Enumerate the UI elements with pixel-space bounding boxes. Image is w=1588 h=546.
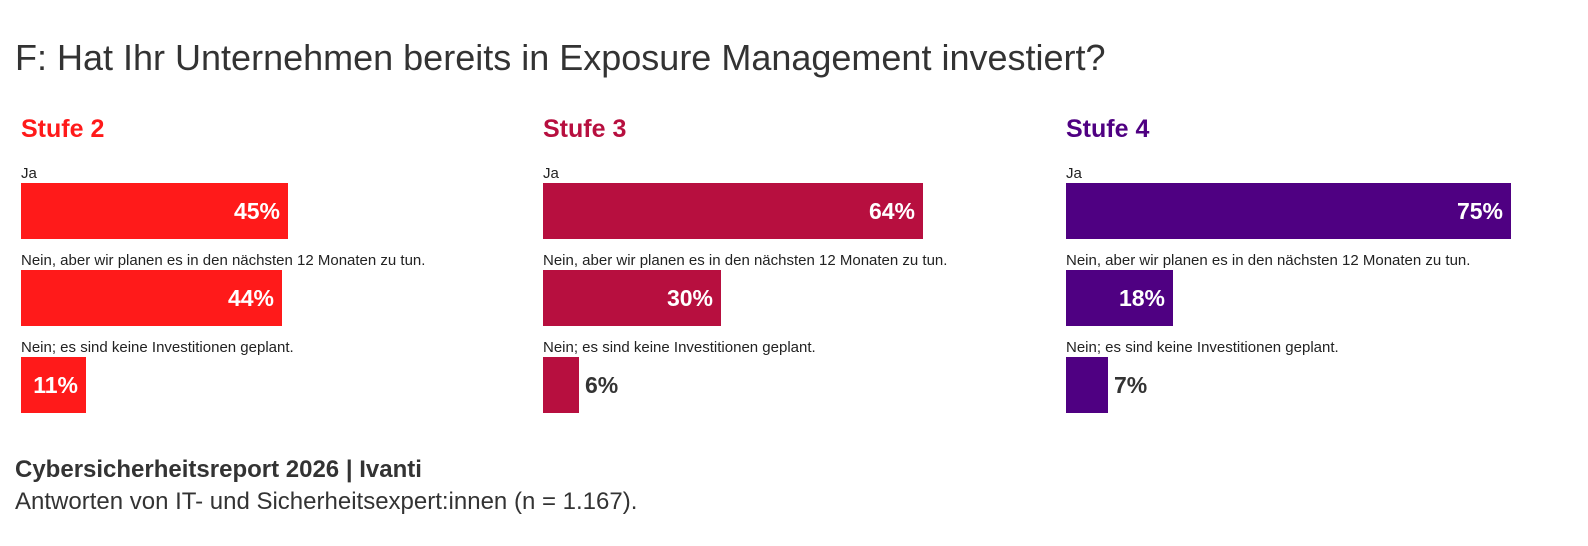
value-label: 7% — [1114, 372, 1148, 398]
bar — [543, 357, 579, 413]
category-label: Ja — [21, 165, 37, 182]
bar — [1066, 183, 1511, 239]
panel-title: Stufe 3 — [543, 115, 627, 143]
bar — [21, 270, 282, 326]
category-label: Nein, aber wir planen es in den nächsten… — [543, 252, 948, 269]
value-label: 6% — [585, 372, 619, 398]
bar — [21, 357, 86, 413]
bar — [1066, 270, 1173, 326]
value-label: 44% — [227, 285, 274, 311]
panel-stufe-4: Stufe 4 Ja 75% Nein, aber wir planen es in… — [1060, 108, 1570, 418]
value-label: 64% — [868, 198, 915, 224]
category-label: Nein; es sind keine Investitionen geplan… — [543, 339, 816, 356]
panel-stufe-3: Stufe 3 Ja 64% Nein, aber wir planen es in… — [537, 108, 1047, 418]
bar — [543, 183, 923, 239]
value-label: 18% — [1118, 285, 1165, 311]
panel-title: Stufe 2 — [21, 115, 105, 143]
value-label: 30% — [666, 285, 713, 311]
category-label: Nein, aber wir planen es in den nächsten… — [21, 252, 426, 269]
sample-note: Antworten von IT- und Sicherheitsexpert:… — [15, 488, 638, 515]
category-label: Ja — [543, 165, 559, 182]
bar — [21, 183, 288, 239]
value-label: 11% — [33, 372, 78, 398]
bar — [543, 270, 721, 326]
value-label: 45% — [233, 198, 280, 224]
bar — [1066, 357, 1108, 413]
source-line: Cybersicherheitsreport 2026 | Ivanti — [15, 456, 422, 483]
category-label: Nein; es sind keine Investitionen geplan… — [1066, 339, 1339, 356]
panel-title: Stufe 4 — [1066, 115, 1150, 143]
category-label: Ja — [1066, 165, 1082, 182]
category-label: Nein; es sind keine Investitionen geplan… — [21, 339, 294, 356]
value-label: 75% — [1456, 198, 1503, 224]
category-label: Nein, aber wir planen es in den nächsten… — [1066, 252, 1471, 269]
panel-stufe-2: Stufe 2 Ja 45% Nein, aber wir planen es in… — [15, 108, 525, 418]
chart-title: F: Hat Ihr Unternehmen bereits in Exposu… — [15, 37, 1106, 78]
